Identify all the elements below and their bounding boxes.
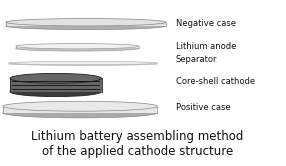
Text: Lithium battery assembling method: Lithium battery assembling method xyxy=(31,130,243,143)
Ellipse shape xyxy=(10,73,102,83)
Ellipse shape xyxy=(3,101,157,111)
Ellipse shape xyxy=(16,43,139,49)
Ellipse shape xyxy=(6,22,166,30)
Text: Negative case: Negative case xyxy=(176,19,236,28)
Ellipse shape xyxy=(9,61,157,65)
Polygon shape xyxy=(6,22,166,26)
Text: Separator: Separator xyxy=(176,55,217,64)
Text: Core-shell cathode: Core-shell cathode xyxy=(176,77,255,86)
Polygon shape xyxy=(9,63,157,64)
Polygon shape xyxy=(16,46,139,48)
Text: Positive case: Positive case xyxy=(176,103,231,112)
Ellipse shape xyxy=(9,62,157,65)
Polygon shape xyxy=(3,106,157,113)
Ellipse shape xyxy=(3,108,157,118)
Text: of the applied cathode structure: of the applied cathode structure xyxy=(42,145,233,158)
Ellipse shape xyxy=(10,87,102,97)
Polygon shape xyxy=(10,78,102,92)
Text: Lithium anode: Lithium anode xyxy=(176,42,236,51)
Ellipse shape xyxy=(16,46,139,51)
Ellipse shape xyxy=(6,18,166,26)
